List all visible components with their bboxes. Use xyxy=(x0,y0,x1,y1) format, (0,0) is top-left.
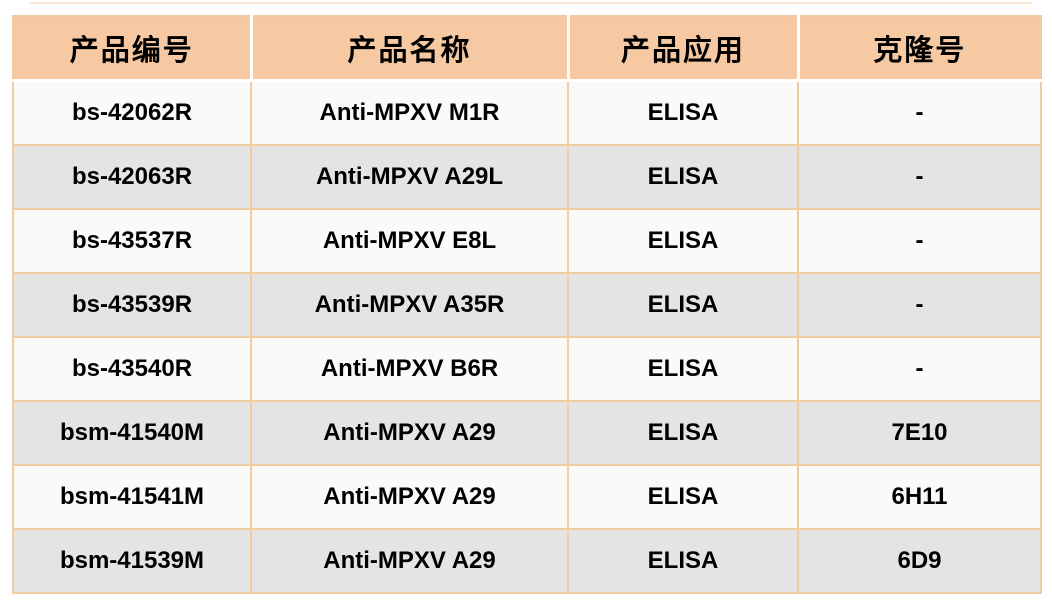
clone-cell: 6H11 xyxy=(797,464,1042,530)
product-code-cell: bsm-41541M xyxy=(12,464,252,530)
product-code-cell: bs-43539R xyxy=(12,272,252,338)
table-row: bs-43537R Anti-MPXV E8L ELISA - xyxy=(12,208,1042,274)
table-row: bs-43540R Anti-MPXV B6R ELISA - xyxy=(12,336,1042,402)
product-name-cell: Anti-MPXV E8L xyxy=(250,208,569,274)
product-name-cell: Anti-MPXV A29 xyxy=(250,528,569,594)
clone-cell: 7E10 xyxy=(797,400,1042,466)
product-code-cell: bsm-41540M xyxy=(12,400,252,466)
product-code-cell: bsm-41539M xyxy=(12,528,252,594)
table-row: bsm-41539M Anti-MPXV A29 ELISA 6D9 xyxy=(12,528,1042,594)
column-header-clone: 克隆号 xyxy=(796,16,1041,82)
clone-cell: - xyxy=(797,79,1042,146)
application-cell: ELISA xyxy=(567,144,799,210)
product-name-cell: Anti-MPXV B6R xyxy=(250,336,569,402)
product-code-cell: bs-43540R xyxy=(12,336,252,402)
product-code-cell: bs-43537R xyxy=(12,208,252,274)
application-cell: ELISA xyxy=(567,272,799,338)
application-cell: ELISA xyxy=(567,528,799,594)
table-row: bs-42063R Anti-MPXV A29L ELISA - xyxy=(12,144,1042,210)
application-cell: ELISA xyxy=(567,336,799,402)
application-cell: ELISA xyxy=(567,464,799,530)
application-cell: ELISA xyxy=(567,79,799,146)
product-name-cell: Anti-MPXV A29 xyxy=(250,464,569,530)
column-header-product-code: 产品编号 xyxy=(13,16,251,82)
product-code-cell: bs-42063R xyxy=(12,144,252,210)
clone-cell: 6D9 xyxy=(797,528,1042,594)
clone-cell: - xyxy=(797,144,1042,210)
column-header-application: 产品应用 xyxy=(566,16,798,82)
product-name-cell: Anti-MPXV M1R xyxy=(250,79,569,146)
column-header-product-name: 产品名称 xyxy=(249,16,568,82)
product-table: 产品编号 产品名称 产品应用 克隆号 bs-42062R Anti-MPXV M1… xyxy=(12,15,1042,594)
table-body: bs-42062R Anti-MPXV M1R ELISA - bs-42063R Ant… xyxy=(12,79,1042,594)
application-cell: ELISA xyxy=(567,208,799,274)
clone-cell: - xyxy=(797,272,1042,338)
table-row: bs-42062R Anti-MPXV M1R ELISA - xyxy=(12,79,1042,146)
product-name-cell: Anti-MPXV A29L xyxy=(250,144,569,210)
product-code-cell: bs-42062R xyxy=(12,79,252,146)
product-name-cell: Anti-MPXV A35R xyxy=(250,272,569,338)
application-cell: ELISA xyxy=(567,400,799,466)
clone-cell: - xyxy=(797,336,1042,402)
clone-cell: - xyxy=(797,208,1042,274)
table-row: bsm-41540M Anti-MPXV A29 ELISA 7E10 xyxy=(12,400,1042,466)
table-row: bsm-41541M Anti-MPXV A29 ELISA 6H11 xyxy=(12,464,1042,530)
product-name-cell: Anti-MPXV A29 xyxy=(250,400,569,466)
header-row: 产品编号 产品名称 产品应用 克隆号 xyxy=(13,16,1041,82)
top-divider xyxy=(30,2,1032,4)
table-row: bs-43539R Anti-MPXV A35R ELISA - xyxy=(12,272,1042,338)
